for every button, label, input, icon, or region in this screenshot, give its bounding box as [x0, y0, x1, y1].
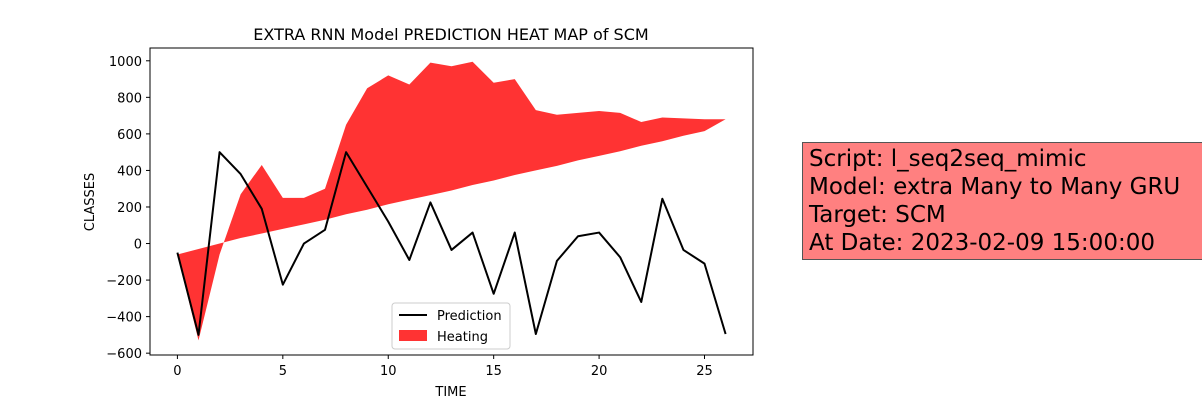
y-tick-label: 800 — [117, 91, 142, 106]
x-axis: 0 5 10 15 20 25 — [173, 355, 713, 379]
x-tick-label: 25 — [696, 364, 713, 379]
chart-title: EXTRA RNN Model PREDICTION HEAT MAP of S… — [253, 25, 648, 44]
y-tick-label: −400 — [106, 311, 142, 326]
legend: Prediction Heating — [391, 302, 511, 350]
x-tick-label: 15 — [485, 364, 502, 379]
info-date-line: At Date: 2023-02-09 15:00:00 — [809, 230, 1155, 256]
y-tick-label: 400 — [117, 164, 142, 179]
y-tick-label: 600 — [117, 128, 142, 143]
info-target-line: Target: SCM — [809, 202, 946, 228]
y-tick-label: 1000 — [109, 55, 142, 70]
y-tick-label: −200 — [106, 274, 142, 289]
axes-frame — [149, 47, 754, 356]
info-model-line: Model: extra Many to Many GRU — [809, 174, 1181, 200]
x-tick-label: 20 — [591, 364, 608, 379]
x-tick-label: 0 — [173, 364, 181, 379]
info-box: Script: l_seq2seq_mimic Model: extra Man… — [802, 142, 1202, 260]
legend-heating-swatch — [399, 330, 427, 341]
y-tick-label: 0 — [134, 238, 142, 253]
y-axis-label: CLASSES — [83, 173, 98, 231]
x-axis-label: TIME — [434, 385, 466, 400]
y-tick-label: −600 — [106, 347, 142, 362]
legend-heating-label: Heating — [437, 330, 488, 345]
y-tick-label: 200 — [117, 201, 142, 216]
x-tick-label: 5 — [279, 364, 287, 379]
info-script-line: Script: l_seq2seq_mimic — [809, 146, 1087, 172]
plot-area — [176, 61, 727, 341]
x-tick-label: 10 — [380, 364, 397, 379]
heating-area — [177, 61, 726, 341]
legend-prediction-label: Prediction — [437, 309, 502, 324]
y-axis: −600 −400 −200 0 200 400 600 800 1000 — [106, 55, 150, 362]
